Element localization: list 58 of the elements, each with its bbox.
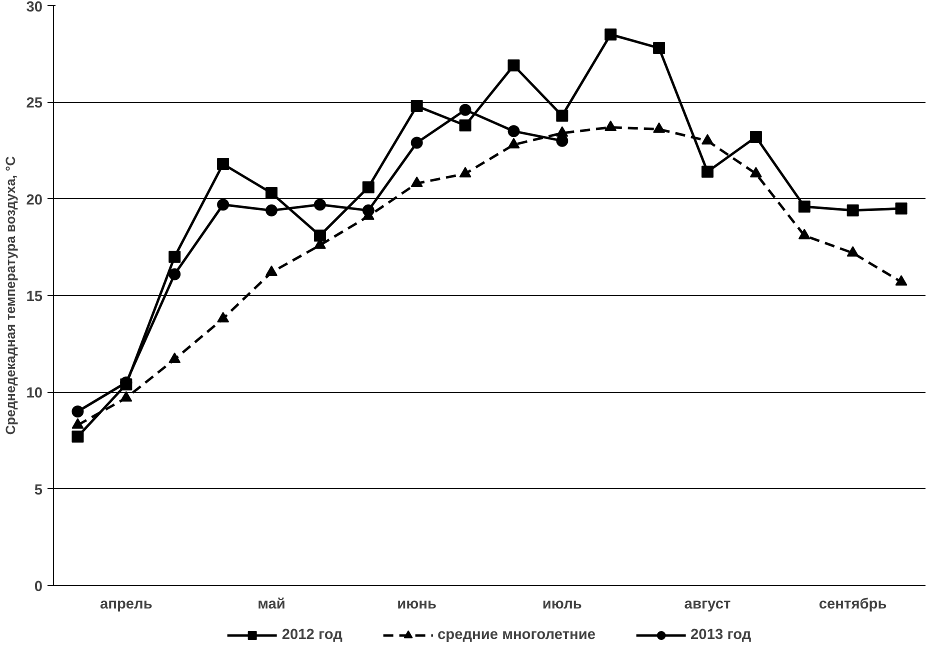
legend-label: средние многолетние <box>437 627 596 643</box>
point <box>217 198 230 211</box>
point <box>508 138 520 148</box>
point <box>72 430 84 443</box>
point <box>459 166 472 178</box>
point <box>314 198 326 211</box>
point <box>653 122 666 133</box>
point <box>702 134 714 145</box>
y-tick-label: 15 <box>26 289 43 305</box>
point <box>846 204 859 216</box>
point <box>798 200 810 213</box>
point <box>168 268 181 280</box>
y-axis-title: Среднедекадная температура воздуха, °С <box>3 156 18 435</box>
point <box>217 158 230 170</box>
point <box>459 119 472 132</box>
point <box>750 166 762 178</box>
point <box>750 130 762 143</box>
point <box>653 42 666 54</box>
point <box>266 187 278 200</box>
point <box>362 204 374 216</box>
legend-label: 2013 год <box>690 627 752 643</box>
x-tick-label: май <box>258 596 286 612</box>
point <box>556 110 568 122</box>
x-tick-label: июнь <box>397 596 437 612</box>
y-tick-label: 30 <box>26 0 43 16</box>
y-tick-label: 5 <box>34 482 43 498</box>
point <box>168 352 181 363</box>
x-tick-label: август <box>684 596 731 612</box>
point <box>798 228 810 240</box>
point <box>266 265 278 276</box>
point <box>362 181 374 194</box>
point <box>120 391 132 402</box>
point <box>846 246 859 257</box>
y-tick-label: 25 <box>26 96 43 112</box>
point <box>604 28 617 40</box>
point <box>266 204 278 216</box>
point <box>217 312 230 322</box>
point <box>72 418 84 429</box>
point <box>895 275 908 286</box>
point <box>459 104 472 116</box>
x-tick-label: апрель <box>100 596 152 612</box>
point <box>410 136 423 149</box>
y-tick-label: 20 <box>26 192 43 208</box>
point <box>702 166 714 178</box>
point <box>72 406 84 418</box>
point <box>314 230 326 242</box>
legend-label: 2012 год <box>282 627 342 643</box>
point <box>604 120 617 131</box>
point <box>508 125 520 138</box>
x-tick-label: июль <box>542 596 582 612</box>
point <box>168 250 181 263</box>
point <box>410 176 423 188</box>
point <box>895 202 908 214</box>
point <box>508 59 520 72</box>
x-tick-label: сентябрь <box>818 596 887 612</box>
point <box>410 100 423 112</box>
y-tick-label: 10 <box>26 386 43 402</box>
y-tick-label: 0 <box>34 579 43 595</box>
